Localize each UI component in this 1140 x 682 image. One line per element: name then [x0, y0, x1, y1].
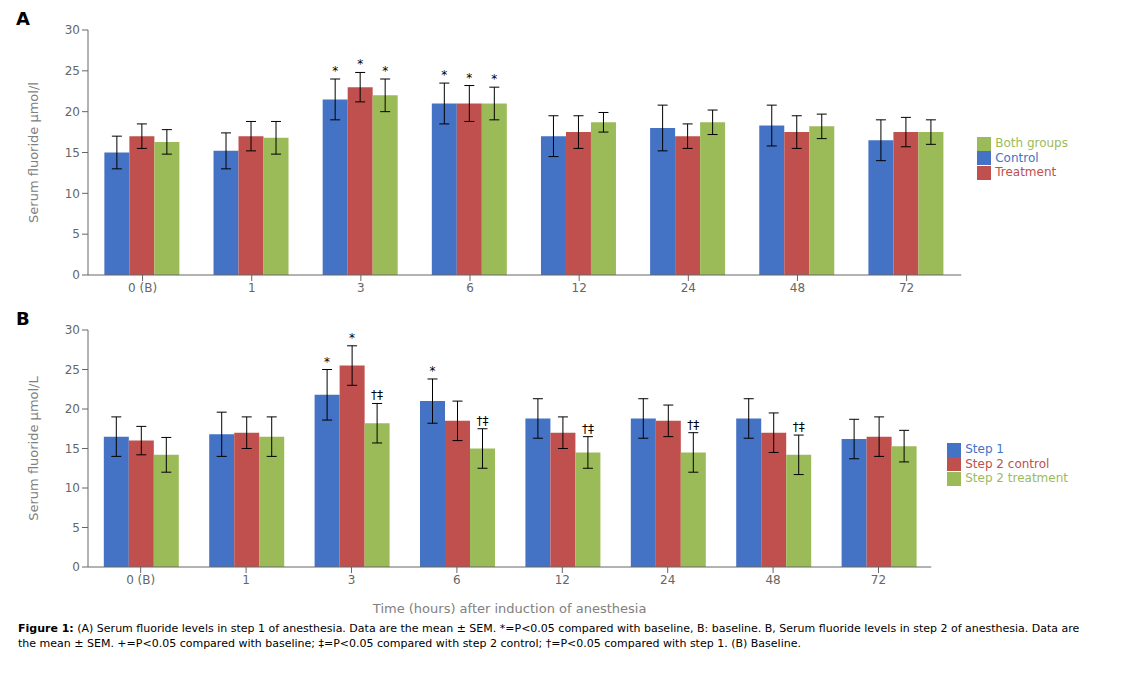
html-text:Step 1: Step 1 — [965, 442, 1004, 457]
svg-text:0: 0 — [72, 268, 80, 282]
svg-text:30: 30 — [65, 323, 80, 337]
svg-text:5: 5 — [72, 227, 80, 241]
svg-text:24: 24 — [660, 573, 675, 587]
svg-text:15: 15 — [65, 146, 80, 160]
svg-text:*: * — [332, 64, 338, 78]
svg-text:5: 5 — [72, 521, 80, 535]
svg-text:10: 10 — [65, 481, 80, 495]
html-text:Figure 1: (A) Serum fluoride l: Figure 1: (A) Serum fluoride levels in s… — [18, 622, 1080, 650]
svg-text:12: 12 — [572, 281, 587, 295]
svg-text:72: 72 — [899, 281, 914, 295]
svg-text:12: 12 — [555, 573, 570, 587]
svg-text:*: * — [441, 68, 447, 82]
svg-text:*: * — [357, 57, 363, 71]
svg-text:6: 6 — [466, 281, 474, 295]
svg-text:3: 3 — [357, 281, 365, 295]
svg-text:†‡: †‡ — [477, 414, 489, 428]
svg-text:Time (hours) after induction o: Time (hours) after induction of anesthes… — [372, 601, 647, 616]
svg-text:24: 24 — [681, 281, 696, 295]
html-text:B: B — [16, 308, 30, 329]
svg-text:*: * — [349, 331, 355, 345]
svg-text:†‡: †‡ — [582, 422, 594, 436]
svg-text:Serum fluoride μmol/L: Serum fluoride μmol/L — [26, 376, 41, 521]
svg-text:15: 15 — [65, 442, 80, 456]
svg-text:†‡: †‡ — [687, 418, 699, 432]
svg-text:72: 72 — [871, 573, 886, 587]
svg-text:*: * — [491, 72, 497, 86]
svg-text:*: * — [466, 71, 472, 85]
svg-text:25: 25 — [65, 363, 80, 377]
svg-text:0: 0 — [72, 560, 80, 574]
svg-text:†‡: †‡ — [793, 420, 805, 434]
svg-text:1: 1 — [248, 281, 256, 295]
svg-text:20: 20 — [65, 105, 80, 119]
html-text:A: A — [16, 8, 30, 29]
svg-text:6: 6 — [453, 573, 461, 587]
svg-text:20: 20 — [65, 402, 80, 416]
svg-text:3: 3 — [348, 573, 356, 587]
svg-text:0 (B): 0 (B) — [126, 573, 155, 587]
svg-text:*: * — [324, 355, 330, 369]
svg-text:0 (B): 0 (B) — [128, 281, 157, 295]
html-text:Step 2 control: Step 2 control — [965, 456, 1050, 471]
svg-text:1: 1 — [242, 573, 250, 587]
svg-text:*: * — [382, 64, 388, 78]
html-text:Both groups: Both groups — [995, 136, 1068, 151]
svg-text:†‡: †‡ — [371, 388, 383, 402]
html-text:Treatment: Treatment — [995, 165, 1057, 180]
svg-text:25: 25 — [65, 64, 80, 78]
html-text:Control: Control — [995, 150, 1039, 165]
svg-text:10: 10 — [65, 187, 80, 201]
svg-text:30: 30 — [65, 23, 80, 37]
svg-text:*: * — [430, 364, 436, 378]
svg-text:48: 48 — [790, 281, 805, 295]
svg-text:Serum fluoride μmol/l: Serum fluoride μmol/l — [26, 82, 41, 223]
html-text:Step 2 treatment: Step 2 treatment — [965, 471, 1068, 486]
svg-text:48: 48 — [765, 573, 780, 587]
